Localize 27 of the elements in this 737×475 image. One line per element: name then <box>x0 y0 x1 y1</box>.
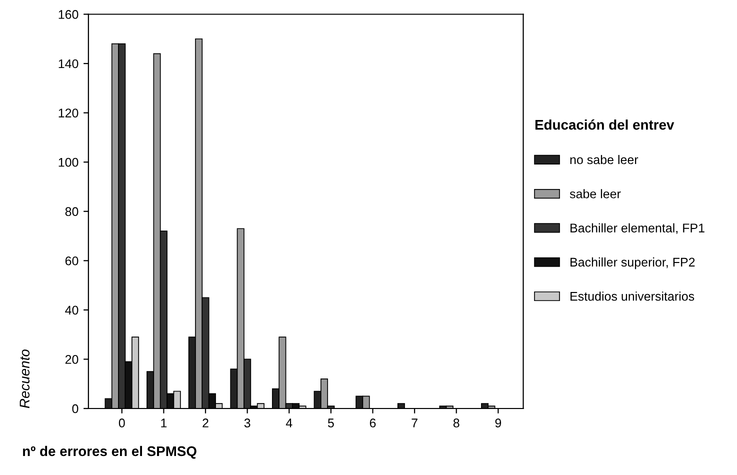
y-tick-label: 40 <box>65 306 78 315</box>
legend-label: Estudios universitarios <box>570 292 694 301</box>
x-tick-label: 0 <box>118 418 125 428</box>
x-tick-label: 5 <box>328 418 334 428</box>
legend-label: sabe leer <box>570 189 621 198</box>
x-tick-label: 2 <box>202 418 208 428</box>
y-tick-label: 140 <box>58 59 78 68</box>
x-tick-label: 6 <box>370 418 376 428</box>
x-tick-label: 9 <box>495 418 502 428</box>
y-tick-label: 160 <box>58 10 78 19</box>
x-tick-label: 3 <box>244 418 250 428</box>
legend-label: Bachiller elemental, FP1 <box>570 223 704 234</box>
x-tick-label: 4 <box>286 418 292 428</box>
legend-label: Bachiller superior, FP2 <box>570 257 695 270</box>
x-tick-label: 1 <box>161 418 167 428</box>
x-tick-label: 7 <box>412 418 418 428</box>
y-tick-label: 80 <box>65 207 78 216</box>
legend-label: no sabe leer <box>570 154 638 164</box>
x-tick-label: 8 <box>453 418 460 428</box>
y-tick-label: 0 <box>72 404 78 414</box>
y-tick-label: 100 <box>58 158 78 167</box>
y-tick-label: 60 <box>65 256 78 266</box>
y-tick-label: 20 <box>65 355 78 364</box>
legend-title: Educación del entrev <box>535 119 674 130</box>
y-tick-label: 120 <box>58 108 78 118</box>
x-axis-title: nº de errores en el SPMSQ <box>23 446 196 459</box>
y-axis-title: Recuento <box>20 349 30 408</box>
